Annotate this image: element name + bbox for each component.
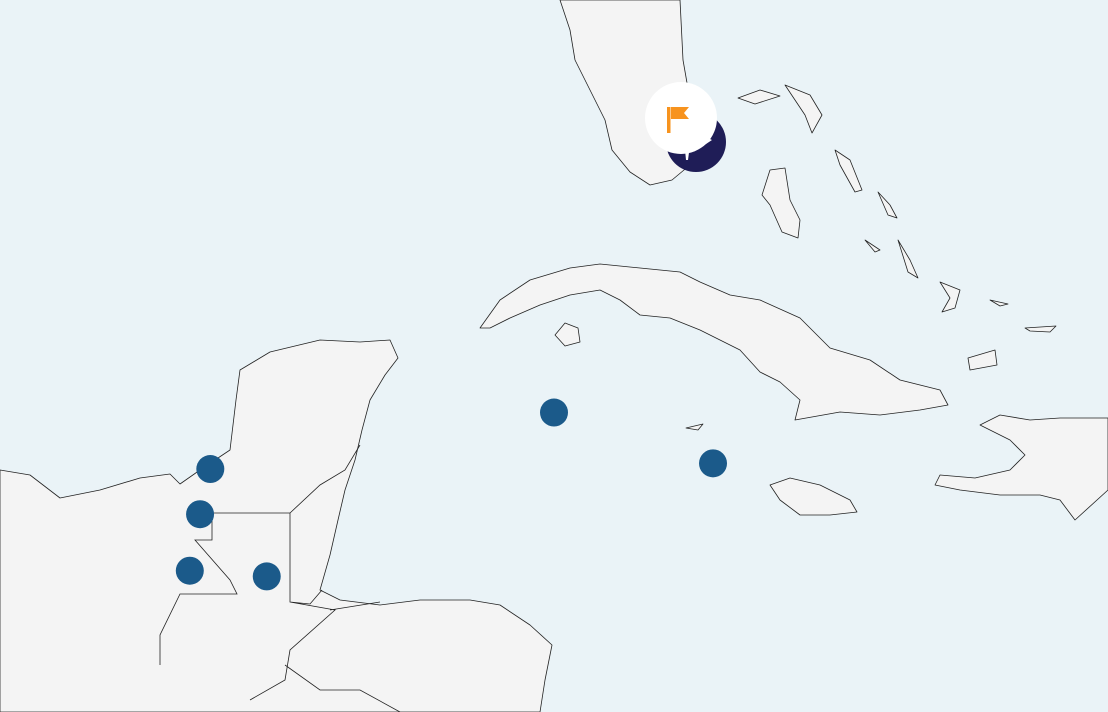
isla-de-la-juventud — [554, 322, 581, 347]
border-yucatan — [289, 444, 361, 514]
grand-bahama — [737, 89, 781, 105]
cay — [864, 239, 881, 253]
border-guatemala — [159, 512, 401, 712]
marker-6[interactable] — [699, 449, 728, 478]
cat-island — [877, 191, 898, 219]
maple-leaf-icon — [684, 115, 712, 160]
flag-icon — [667, 107, 689, 133]
highlight-marker[interactable] — [645, 82, 726, 172]
marker-5[interactable] — [540, 398, 568, 427]
cuba — [479, 263, 949, 421]
yucatan-central-america — [0, 339, 553, 712]
jamaica — [769, 477, 858, 516]
inagua — [967, 349, 998, 371]
marker-1[interactable] — [196, 455, 225, 484]
marker-4[interactable] — [252, 562, 281, 591]
andros — [761, 167, 801, 239]
marker-2[interactable] — [186, 500, 215, 529]
markers-layer — [175, 398, 728, 591]
eleuthera — [834, 149, 863, 193]
hispaniola — [934, 414, 1108, 521]
acklins — [939, 281, 961, 313]
cayman — [685, 423, 704, 431]
cay — [1024, 325, 1057, 333]
marker-3[interactable] — [175, 556, 204, 585]
abaco — [784, 84, 823, 134]
cay — [989, 299, 1009, 307]
long-island — [897, 239, 919, 279]
